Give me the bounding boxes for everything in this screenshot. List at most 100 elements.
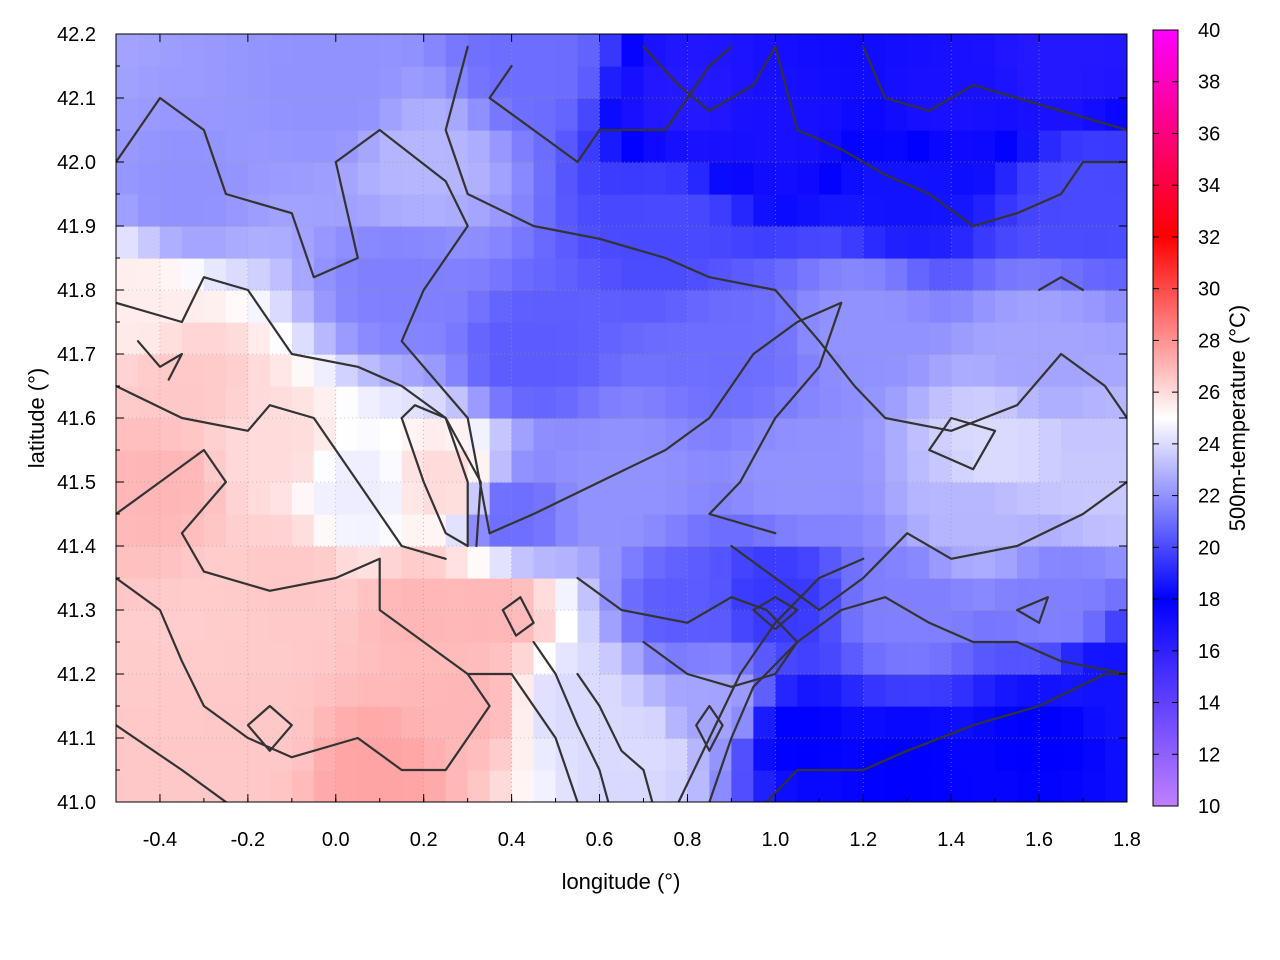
heatmap-cell [731,34,754,67]
heatmap-cell [775,162,798,195]
heatmap-cell [116,578,139,611]
heatmap-cell [159,98,183,131]
heatmap-cell [1105,34,1127,67]
heatmap-cell [907,98,930,131]
heatmap-cell [401,578,425,611]
heatmap-cell [225,130,249,163]
heatmap-cell [159,226,183,259]
heatmap-cell [709,514,732,547]
y-tick-label: 42.0 [57,152,96,174]
heatmap-cell [1039,706,1062,739]
heatmap-cell [203,674,227,707]
heatmap-cell [775,34,798,67]
heatmap-cell [159,482,183,515]
heatmap-cell [203,770,227,802]
heatmap-cell [907,194,930,227]
heatmap-cell [951,418,974,451]
heatmap-cell [335,610,359,643]
heatmap-cell [489,34,513,67]
heatmap-cell [379,418,403,451]
heatmap-cell [599,130,623,163]
heatmap-cell [1105,450,1127,483]
heatmap-cell [819,322,842,355]
heatmap-cell [687,450,711,483]
heatmap-cell [137,706,161,739]
heatmap-cell [929,162,952,195]
heatmap-cell [819,130,842,163]
heatmap-cell [1017,162,1040,195]
heatmap-cell [533,66,557,99]
heatmap-cell [489,290,513,323]
heatmap-cell [929,226,952,259]
y-tick-label: 42.2 [57,24,96,46]
heatmap-cell [1105,674,1127,707]
heatmap-cell [1017,258,1040,291]
heatmap-cell [929,98,952,131]
heatmap-cell [929,674,952,707]
heatmap-cell [797,162,820,195]
heatmap-cell [731,322,754,355]
heatmap-cell [379,130,403,163]
heatmap-cell [467,450,491,483]
heatmap-cell [841,34,864,67]
heatmap-cell [731,738,754,771]
heatmap-cell [445,578,469,611]
heatmap-cell [1039,418,1062,451]
heatmap-cell [379,770,403,802]
heatmap-cell [1061,770,1084,802]
heatmap-cell [159,34,183,67]
heatmap-cell [335,482,359,515]
heatmap-cell [885,450,908,483]
heatmap-cell [511,546,535,579]
heatmap-cell [665,578,689,611]
heatmap-cell [335,386,359,419]
heatmap-cell [357,738,381,771]
contour-line [928,416,997,471]
heatmap-cell [621,258,645,291]
heatmap-cell [533,258,557,291]
heatmap-cell [841,674,864,707]
heatmap-cell [137,226,161,259]
heatmap-cell [951,386,974,419]
contour-line [1016,596,1049,624]
heatmap-cell [511,98,535,131]
heatmap-cell [731,130,754,163]
heatmap-cell [1083,130,1106,163]
heatmap-cell [709,194,732,227]
heatmap-cell [159,322,183,355]
heatmap-cell [116,98,139,131]
heatmap-cell [687,34,711,67]
heatmap-cell [1017,418,1040,451]
heatmap-cell [1039,130,1062,163]
heatmap-cell [555,130,579,163]
heatmap-cell [599,514,623,547]
heatmap-cell [1017,770,1040,802]
heatmap-cell [797,258,820,291]
heatmap-cell [643,322,667,355]
heatmap-cell [1083,418,1106,451]
heatmap-cell [1017,674,1040,707]
heatmap-cell [753,194,776,227]
heatmap-cell [467,738,491,771]
heatmap-cell [1105,290,1127,323]
heatmap-cell [511,418,535,451]
heatmap-cell [995,194,1018,227]
heatmap-cell [643,578,667,611]
heatmap-cell [907,706,930,739]
heatmap-cell [995,386,1018,419]
heatmap-cell [863,34,886,67]
heatmap-cell [445,130,469,163]
heatmap-cell [357,418,381,451]
heatmap-cell [951,354,974,387]
heatmap-cell [753,258,776,291]
heatmap-cell [665,738,689,771]
heatmap-cell [973,482,996,515]
heatmap-cell [313,66,337,99]
heatmap-cell [973,354,996,387]
heatmap-cell [159,706,183,739]
heatmap-cell [621,98,645,131]
heatmap-cell [137,610,161,643]
heatmap-cell [401,290,425,323]
heatmap-cell [1017,66,1040,99]
heatmap-cell [423,546,447,579]
